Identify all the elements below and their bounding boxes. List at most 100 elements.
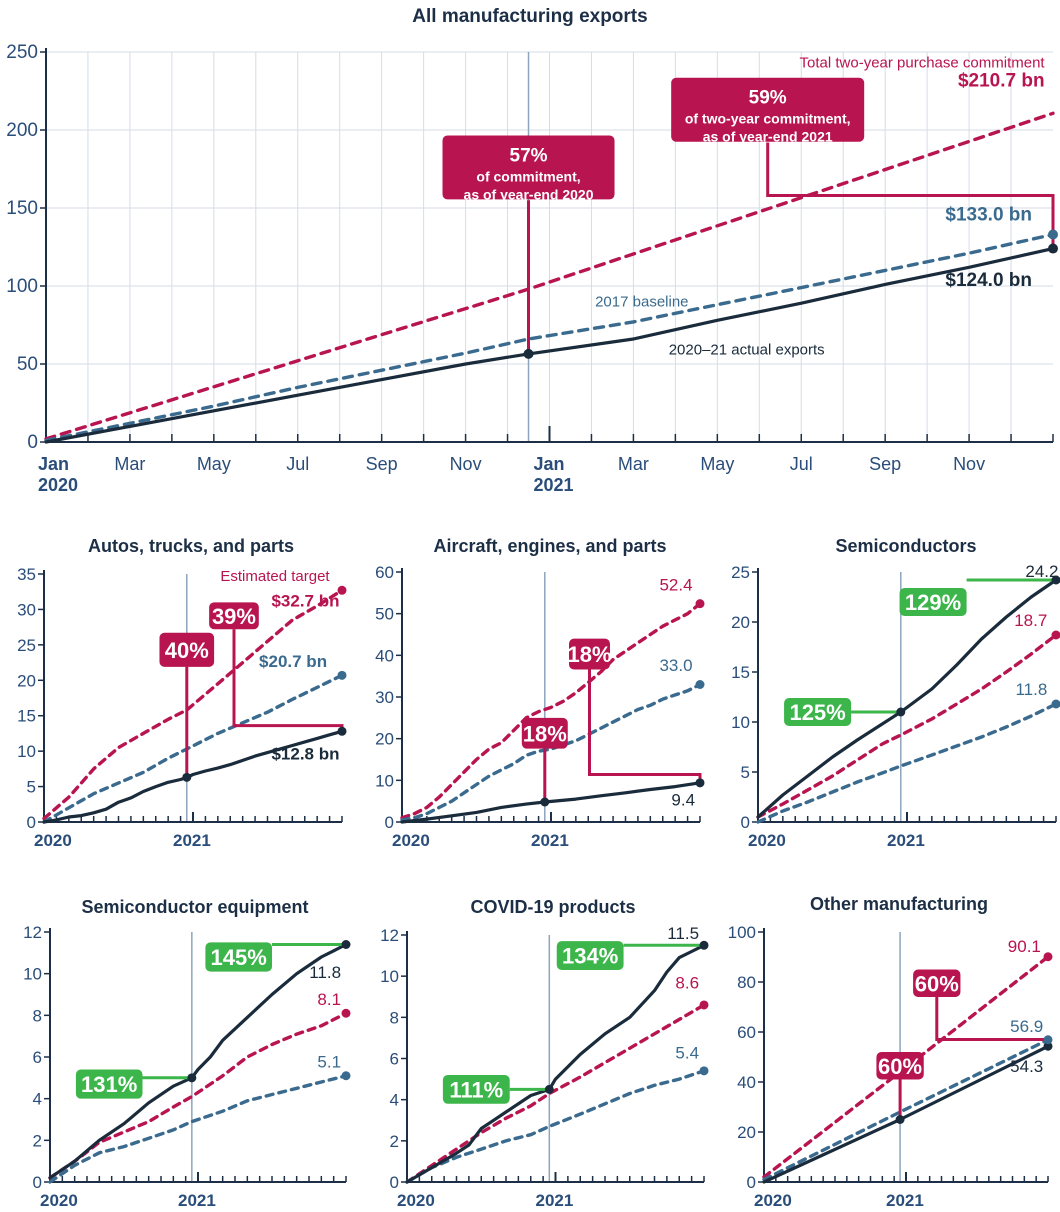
callout-box [671,77,865,142]
series-line-baseline [400,682,702,822]
x-tick-label: Nov [450,454,482,474]
y-tick-label: 10 [23,965,42,984]
x-year-label: 2020 [392,831,430,850]
value-label: 24.2 [1025,562,1058,581]
callout-box [569,638,610,670]
series-line-actual [405,943,706,1184]
x-year-label: 2021 [886,1191,924,1210]
callout-box [75,1069,143,1099]
y-tick-label: 25 [731,563,750,582]
y-tick-label: 100 [6,276,38,297]
series-label: 2020–21 actual exports [669,342,825,359]
y-tick-label: 2 [33,1131,42,1150]
y-tick-label: 30 [375,688,394,707]
data-point-actual [337,726,347,736]
data-point-baseline [341,1071,351,1081]
callout-percent: 129% [905,590,961,615]
callout-stem [232,629,344,732]
y-tick-label: 15 [731,663,750,682]
y-tick-label: 0 [747,1173,756,1192]
chart-autos: Autos, trucks, and parts 0 5 10 15 20 25 30 35 20… [17,536,347,850]
data-point-actual [699,940,709,950]
grid [46,51,1053,442]
y-tick-label: 0 [390,1173,399,1192]
y-tick-label: 60 [375,563,394,582]
callout-stem [935,997,1048,1041]
y-tick-label: 0 [27,432,38,453]
y-tick-label: 0 [33,1173,42,1192]
y-tick-label: 2 [390,1132,399,1151]
y-tick-label: 60 [737,1023,756,1042]
series-line-baseline [762,1038,1050,1182]
callout-text: of two-year commitment, [685,111,851,127]
data-point-actual [895,1115,905,1124]
x-year-label: 2021 [531,831,569,850]
callout-percent: 57% [510,145,548,166]
y-tick-label: 8 [390,1008,399,1027]
value-label: 90.1 [1008,937,1041,956]
y-tick-label: 5 [741,763,750,782]
callout-percent: 39% [212,604,256,629]
callout-box [521,717,568,749]
chart-semi-equip: Semiconductor equipment 0 2 4 6 8 10 12 2020 2021… [23,897,351,1210]
callout-percent: 131% [81,1072,137,1097]
series-line-commitment [400,602,702,820]
x-tick-label: Sep [366,454,398,474]
chart-title: Other manufacturing [810,894,988,914]
series-label: Total two-year purchase commitment [800,55,1046,72]
y-tick-label: 4 [390,1091,399,1110]
data-point-actual [182,772,192,782]
y-tick-label: 35 [17,565,36,584]
y-tick-label: 30 [17,600,36,619]
series-label: 2017 baseline [595,293,688,310]
callout-percent: 59% [749,88,787,109]
series-line-baseline [48,1074,348,1184]
value-label: 56.9 [1010,1017,1043,1036]
callout-percent: 60% [878,1054,922,1079]
callout-stem [766,142,1055,249]
x-year-label: 2021 [178,1191,216,1210]
data-point-actual [896,707,906,717]
value-label: $124.0 bn [945,270,1032,291]
callout-box [913,969,961,997]
callout-box [205,942,272,972]
x-tick-label: May [197,454,231,474]
y-tick-label: 12 [380,926,399,945]
x-tick-label: Jul [286,454,309,474]
data-point-baseline [337,670,347,680]
x-year-label: 2021 [173,831,211,850]
y-tick-label: 6 [390,1050,399,1069]
value-label: 54.3 [1010,1057,1043,1076]
x-tick-label: Jan [38,454,69,474]
y-tick-label: 25 [17,636,36,655]
chart-covid: COVID-19 products 0 2 4 6 8 10 12 2020 2021 111% 13… [380,897,709,1210]
x-year-label: 2020 [748,831,786,850]
series-line-commitment [42,588,344,821]
value-label: $32.7 bn [271,592,339,611]
x-tick-label: Jul [790,454,813,474]
callout-percent: 145% [211,945,267,970]
y-tick-label: 20 [375,730,394,749]
callout-percent: 134% [562,944,618,969]
y-tick-label: 40 [737,1073,756,1092]
y-tick-label: 20 [737,1123,756,1142]
y-tick-label: 10 [17,742,36,761]
value-label: 11.8 [1015,680,1047,699]
callout-percent: 18% [523,721,567,746]
y-tick-label: 12 [23,923,42,942]
value-label: 8.6 [675,974,699,993]
data-point-actual [544,1084,554,1094]
x-year-label: 2020 [754,1191,792,1210]
data-point-commitment [337,585,347,595]
chart-main: All manufacturing exports 0 50 100 150 200 250… [6,6,1058,495]
callout-text: of commitment, [476,168,580,184]
value-label: $12.8 bn [271,745,339,764]
value-label: 52.4 [659,575,692,594]
value-label: $20.7 bn [259,652,327,671]
series-label: Estimated target [220,568,330,585]
y-tick-label: 0 [741,813,750,832]
y-tick-label: 80 [737,973,756,992]
callout-box [899,588,967,616]
data-point-actual [1043,1041,1053,1051]
series-line-baseline [44,232,1055,443]
